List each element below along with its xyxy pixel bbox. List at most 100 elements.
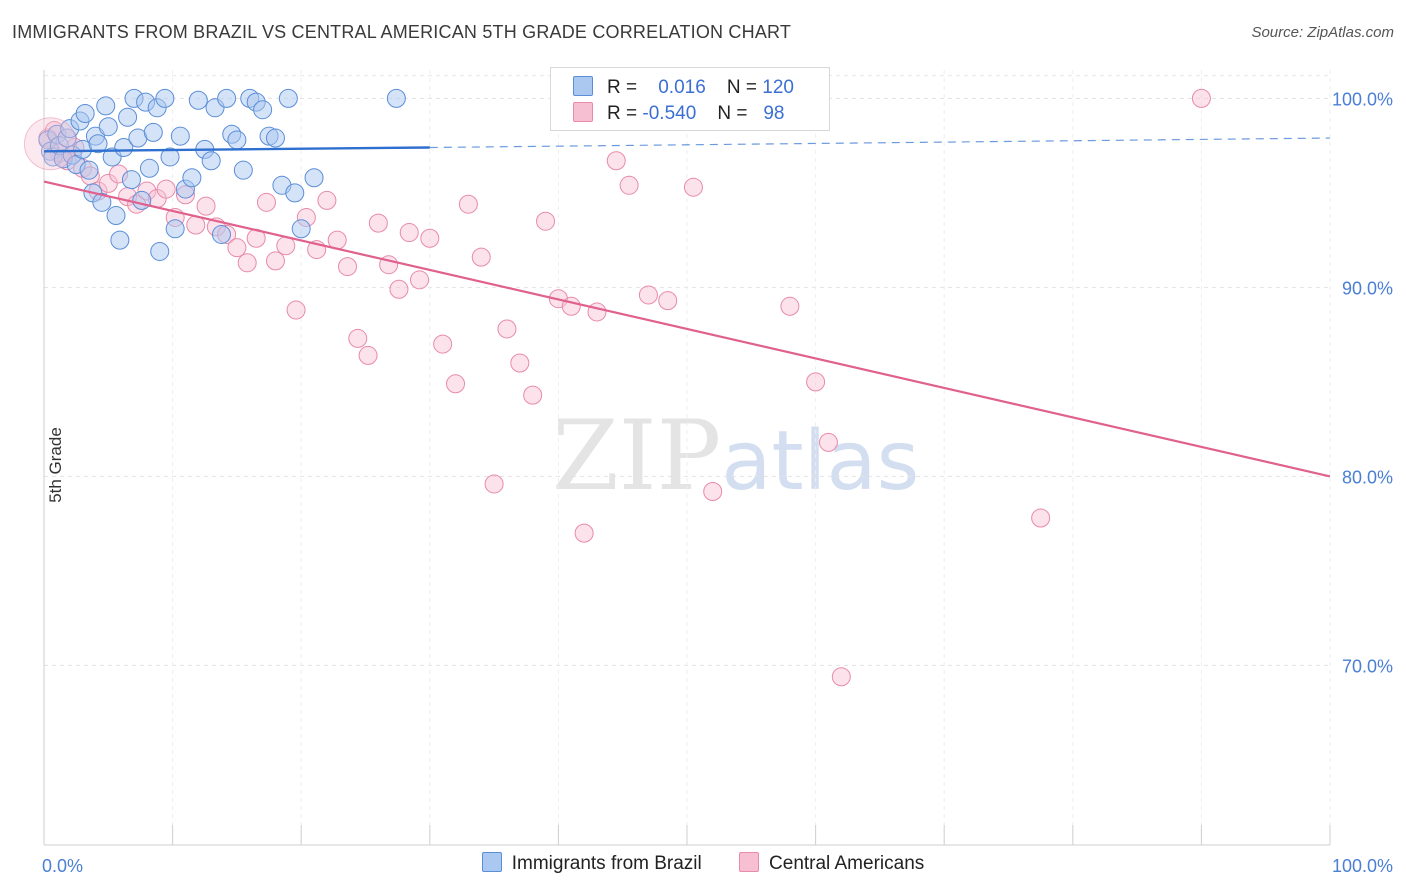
- central-american-point: [536, 211, 556, 231]
- central-american-point: [156, 179, 176, 199]
- correlation-legend: R = 0.016 N = 120 R = -0.540 N = 98: [550, 67, 830, 131]
- series-swatch-central: [739, 852, 760, 872]
- series-legend-label: Immigrants from Brazil: [511, 853, 702, 874]
- brazil-trend-extension: [429, 137, 1331, 149]
- central-american-point: [818, 432, 838, 452]
- brazil-point: [278, 88, 298, 108]
- brazil-point: [233, 160, 253, 180]
- brazil-point: [150, 241, 170, 261]
- legend-n-label: N =: [726, 77, 758, 98]
- brazil-point: [132, 190, 152, 210]
- central-american-point: [638, 285, 658, 305]
- central-american-point: [410, 270, 430, 290]
- central-american-point: [317, 190, 337, 210]
- central-american-point: [358, 345, 378, 365]
- legend-n-value-central: 98: [763, 103, 785, 124]
- central-american-point: [1191, 88, 1211, 108]
- chart-title: IMMIGRANTS FROM BRAZIL VS CENTRAL AMERIC…: [12, 22, 792, 42]
- central-american-point: [227, 238, 247, 258]
- brazil-point: [211, 224, 231, 244]
- central-american-point: [389, 279, 409, 299]
- brazil-point: [114, 138, 134, 157]
- central-american-point: [348, 328, 368, 348]
- central-american-point: [433, 334, 453, 354]
- central-american-point: [619, 175, 639, 195]
- x-tick-label: 0.0%: [42, 856, 83, 876]
- central-american-point: [368, 213, 388, 233]
- y-tick-label: 90.0%: [1342, 278, 1393, 298]
- brazil-point: [155, 88, 175, 108]
- brazil-point: [291, 219, 311, 239]
- brazil-point: [253, 100, 273, 120]
- central-american-point: [806, 372, 826, 392]
- central-american-point: [237, 253, 257, 273]
- brazil-point: [110, 230, 130, 250]
- y-tick-label: 70.0%: [1342, 656, 1393, 676]
- central-american-point: [286, 300, 306, 320]
- brazil-point: [106, 206, 126, 226]
- central-american-cluster: [23, 117, 77, 171]
- central-american-point: [471, 247, 491, 267]
- central-american-point: [703, 482, 723, 502]
- brazil-point: [88, 134, 108, 154]
- series-legend: Immigrants from Brazil Central Americans: [0, 852, 1406, 875]
- brazil-point: [285, 183, 305, 203]
- legend-r-label: R =: [607, 103, 638, 124]
- brazil-point: [265, 128, 285, 148]
- central-american-point: [780, 296, 800, 316]
- brazil-point: [139, 158, 159, 178]
- watermark-atlas: atlas: [721, 414, 920, 509]
- central-american-point: [98, 173, 118, 193]
- y-tick-label: 100.0%: [1332, 89, 1393, 109]
- central-american-point: [523, 385, 543, 405]
- y-axis-label: 5th Grade: [45, 427, 65, 503]
- brazil-point: [98, 117, 118, 137]
- brazil-point: [160, 147, 180, 167]
- brazil-trend-line: [43, 146, 430, 153]
- series-legend-brazil[interactable]: Immigrants from Brazil: [481, 852, 702, 875]
- legend-n-label: N =: [717, 103, 748, 124]
- central-american-point: [683, 177, 703, 197]
- brazil-point: [165, 219, 185, 239]
- legend-r-value-brazil: 0.016: [658, 77, 706, 98]
- central-american-point: [606, 151, 626, 171]
- series-legend-central[interactable]: Central Americans: [739, 852, 924, 875]
- brazil-point: [386, 88, 406, 108]
- central-american-point: [1031, 508, 1051, 528]
- brazil-point: [182, 168, 202, 188]
- central-american-point: [337, 257, 357, 277]
- watermark-zip: ZIP: [552, 400, 722, 512]
- legend-r-label: R =: [607, 77, 638, 98]
- legend-swatch-central: [573, 102, 593, 122]
- brazil-point: [188, 90, 208, 110]
- central-american-point: [458, 194, 478, 214]
- legend-row-central: R = -0.540 N = 98: [573, 102, 784, 126]
- brazil-point: [304, 168, 324, 188]
- central-american-point: [265, 251, 285, 271]
- series-legend-label: Central Americans: [769, 853, 925, 874]
- legend-row-brazil: R = 0.016 N = 120: [573, 76, 794, 100]
- central-american-point: [510, 353, 530, 373]
- brazil-point: [227, 130, 247, 150]
- central-american-point: [196, 196, 216, 216]
- brazil-point: [217, 88, 237, 108]
- central-american-point: [658, 291, 678, 311]
- brazil-point: [96, 96, 116, 116]
- x-tick-label: 100.0%: [1332, 856, 1393, 876]
- brazil-point: [170, 126, 190, 146]
- brazil-point: [118, 107, 138, 127]
- y-tick-label: 80.0%: [1342, 467, 1393, 487]
- brazil-point: [79, 160, 99, 180]
- brazil-point: [143, 122, 163, 142]
- source-label: Source: ZipAtlas.com: [1251, 24, 1394, 41]
- central-american-trend-line: [43, 180, 1331, 478]
- central-american-point: [420, 228, 440, 248]
- brazil-point: [121, 170, 141, 190]
- series-swatch-brazil: [481, 852, 502, 872]
- central-american-point: [484, 474, 504, 494]
- legend-swatch-brazil: [573, 76, 593, 96]
- brazil-point: [75, 103, 95, 123]
- central-american-point: [587, 302, 607, 322]
- brazil-point: [92, 192, 112, 212]
